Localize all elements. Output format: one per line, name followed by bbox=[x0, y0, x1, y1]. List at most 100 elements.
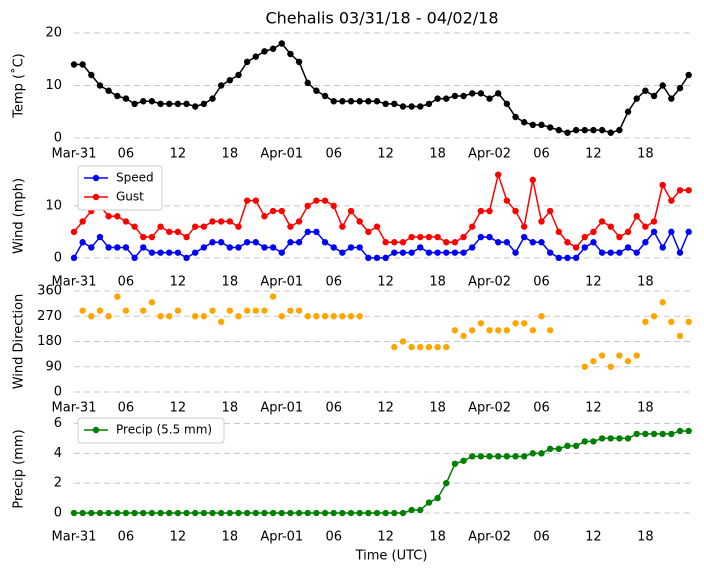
data-point bbox=[209, 218, 216, 225]
data-point bbox=[192, 249, 199, 256]
data-point bbox=[624, 108, 632, 115]
data-point bbox=[460, 249, 467, 256]
data-point bbox=[183, 233, 190, 241]
data-point bbox=[529, 327, 537, 334]
data-point bbox=[503, 327, 511, 334]
data-point bbox=[399, 249, 407, 256]
data-point bbox=[616, 126, 623, 134]
x-tick-label: 18 bbox=[222, 275, 239, 290]
data-point bbox=[122, 509, 130, 517]
x-tick-label: Apr-01 bbox=[260, 401, 303, 416]
data-point bbox=[295, 239, 303, 246]
data-point bbox=[469, 453, 476, 460]
data-point bbox=[408, 506, 415, 514]
data-point bbox=[477, 233, 485, 241]
data-point bbox=[676, 332, 684, 340]
data-point bbox=[339, 313, 346, 320]
data-point bbox=[330, 98, 337, 105]
data-point bbox=[607, 223, 614, 230]
data-point bbox=[365, 98, 372, 105]
data-point bbox=[624, 357, 632, 365]
data-point bbox=[88, 244, 95, 251]
data-point bbox=[417, 506, 424, 514]
data-point bbox=[598, 435, 606, 442]
data-point bbox=[347, 98, 355, 105]
data-point bbox=[434, 343, 441, 351]
data-point bbox=[148, 249, 156, 256]
data-point bbox=[313, 509, 320, 517]
data-point bbox=[546, 124, 554, 131]
data-point bbox=[564, 254, 571, 262]
data-point bbox=[278, 207, 285, 215]
data-point bbox=[434, 233, 441, 241]
data-point bbox=[131, 223, 138, 230]
data-point bbox=[512, 113, 519, 121]
data-point bbox=[157, 223, 164, 230]
data-point bbox=[512, 249, 519, 256]
data-point bbox=[96, 82, 104, 89]
data-point bbox=[486, 95, 493, 102]
data-point bbox=[399, 103, 407, 110]
data-point bbox=[607, 129, 614, 136]
legend: Precip (5.5 mm) bbox=[77, 417, 225, 444]
data-point bbox=[633, 352, 640, 359]
data-point bbox=[269, 45, 277, 52]
x-tick-label: 18 bbox=[637, 401, 654, 416]
data-point bbox=[520, 233, 528, 241]
data-point bbox=[347, 244, 355, 251]
x-tick-label: Mar-31 bbox=[52, 530, 97, 545]
data-point bbox=[330, 202, 337, 210]
data-point bbox=[659, 82, 666, 89]
data-point bbox=[105, 509, 112, 517]
data-point bbox=[304, 228, 311, 236]
data-point bbox=[252, 53, 260, 60]
data-point bbox=[624, 228, 632, 236]
data-point bbox=[166, 228, 173, 236]
legend-label: Precip (5.5 mm) bbox=[116, 423, 212, 437]
data-point bbox=[174, 100, 182, 108]
x-tick-label: 18 bbox=[637, 275, 654, 290]
data-point bbox=[685, 427, 692, 435]
data-point bbox=[659, 244, 666, 251]
x-tick-label: 18 bbox=[637, 530, 654, 545]
data-point bbox=[434, 249, 441, 256]
data-point bbox=[451, 460, 459, 467]
data-point bbox=[408, 249, 415, 256]
data-point bbox=[520, 453, 528, 460]
data-point bbox=[88, 509, 95, 517]
x-tick-label: 06 bbox=[533, 401, 550, 416]
data-point bbox=[391, 100, 398, 108]
data-point bbox=[114, 92, 121, 100]
data-point bbox=[546, 445, 554, 453]
x-tick-label: Mar-31 bbox=[52, 275, 97, 290]
data-point bbox=[356, 244, 363, 251]
x-tick-label: 06 bbox=[118, 147, 135, 162]
data-point bbox=[650, 430, 658, 438]
data-point bbox=[503, 239, 511, 246]
data-point bbox=[581, 438, 588, 445]
data-point bbox=[148, 509, 156, 517]
data-point bbox=[451, 239, 459, 246]
data-point bbox=[217, 239, 225, 246]
data-point bbox=[624, 435, 632, 442]
y-tick-label: 2 bbox=[54, 476, 62, 491]
data-point bbox=[477, 320, 485, 327]
data-point bbox=[226, 77, 234, 84]
x-tick-label: 12 bbox=[170, 147, 187, 162]
data-point bbox=[235, 313, 242, 320]
data-point bbox=[503, 197, 511, 204]
data-point bbox=[668, 197, 675, 204]
y-tick-label: 270 bbox=[37, 309, 62, 324]
data-point bbox=[183, 254, 190, 262]
data-point bbox=[408, 103, 415, 110]
x-tick-label: 06 bbox=[325, 530, 342, 545]
data-point bbox=[321, 197, 329, 204]
y-tick-label: 0 bbox=[54, 385, 62, 400]
data-point bbox=[642, 239, 649, 246]
x-tick-label: 06 bbox=[325, 147, 342, 162]
data-point bbox=[122, 307, 130, 314]
y-axis-label: Wind Direction bbox=[12, 294, 27, 390]
data-point bbox=[598, 126, 606, 134]
data-point bbox=[183, 100, 190, 108]
